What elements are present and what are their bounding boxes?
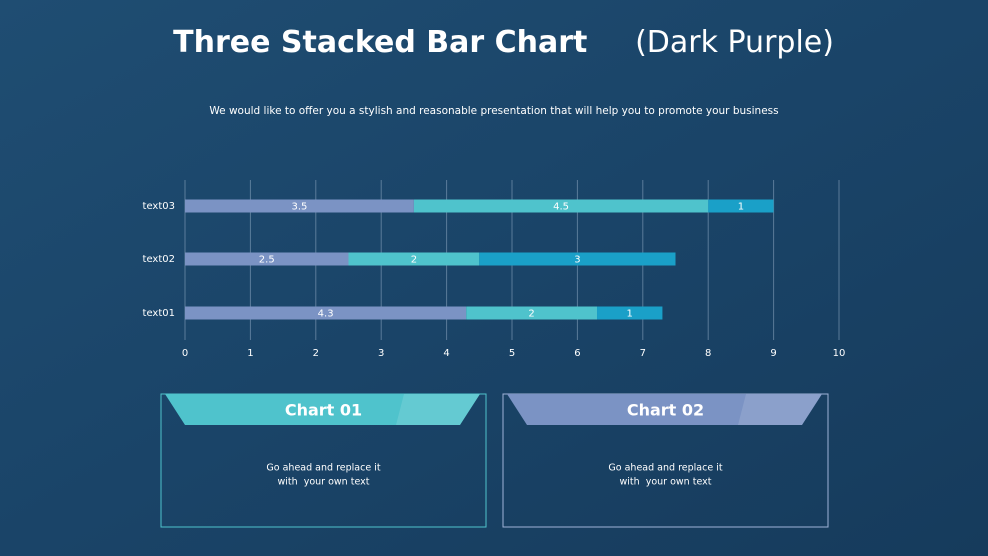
y-tick-label: text01 (143, 308, 175, 319)
slide-title: Three Stacked Bar Chart (Dark Purple) (125, 25, 862, 60)
x-tick-label: 0 (182, 348, 188, 359)
x-tick-label: 9 (770, 348, 776, 359)
subtitle: We would like to offer you a stylish and… (209, 105, 778, 117)
bar-segment (479, 252, 676, 266)
data-label: 1 (627, 309, 633, 320)
data-label: 2 (528, 309, 534, 320)
x-tick-label: 1 (247, 348, 253, 359)
title-main: Three Stacked Bar Chart (173, 25, 587, 60)
card-banner (507, 394, 822, 425)
x-tick-label: 10 (833, 348, 846, 359)
title-note: (Dark Purple) (635, 25, 834, 60)
x-tick-label: 5 (509, 348, 515, 359)
bar-segment (185, 306, 467, 320)
chart: 0 1 2 3 4 5 6 7 8 9 10 text01 4.3 2 1 text02 2.5 2 3 text03… (143, 180, 846, 359)
card-text: with your own text (620, 477, 712, 488)
data-label: 2 (411, 255, 417, 266)
data-label: 3.5 (291, 202, 307, 213)
bar-segment (185, 199, 414, 213)
data-label: 3 (574, 255, 580, 266)
x-tick-label: 7 (640, 348, 646, 359)
x-tick-label: 2 (313, 348, 319, 359)
data-label: 4.5 (553, 202, 569, 213)
data-label: 2.5 (259, 255, 275, 266)
bar-segment (466, 306, 598, 320)
card-text: with your own text (278, 477, 370, 488)
bar-segment (185, 252, 349, 266)
card-title: Chart 01 (285, 401, 362, 420)
card-text: Go ahead and replace it (608, 463, 722, 474)
cards: Chart 01 Go ahead and replace it with your… (160, 393, 829, 528)
data-label: 4.3 (318, 309, 334, 320)
bar-segment (413, 199, 709, 213)
card-banner-shine (396, 394, 480, 425)
x-tick-label: 3 (378, 348, 384, 359)
x-tick-label: 6 (574, 348, 580, 359)
card-title: Chart 02 (627, 401, 704, 420)
x-tick-label: 4 (443, 348, 449, 359)
y-tick-label: text02 (143, 254, 175, 265)
card-text: Go ahead and replace it (266, 463, 380, 474)
data-label: 1 (738, 202, 744, 213)
bar-segment (597, 306, 663, 320)
card-banner-shine (738, 394, 822, 425)
card-banner (165, 394, 480, 425)
x-tick-label: 8 (705, 348, 711, 359)
y-tick-label: text03 (143, 201, 175, 212)
bar-segment (348, 252, 480, 266)
bar-segment (708, 199, 774, 213)
